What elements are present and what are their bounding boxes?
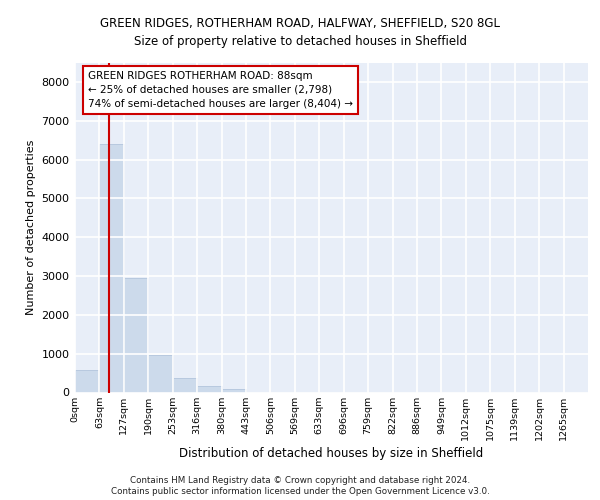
Text: Size of property relative to detached houses in Sheffield: Size of property relative to detached ho… [133,35,467,48]
Bar [100,144,124,392]
Bar [173,378,197,392]
Bar [148,355,173,393]
Text: Contains public sector information licensed under the Open Government Licence v3: Contains public sector information licen… [110,487,490,496]
X-axis label: Distribution of detached houses by size in Sheffield: Distribution of detached houses by size … [179,446,484,460]
Text: GREEN RIDGES ROTHERHAM ROAD: 88sqm
← 25% of detached houses are smaller (2,798)
: GREEN RIDGES ROTHERHAM ROAD: 88sqm ← 25%… [88,70,353,109]
Text: Contains HM Land Registry data © Crown copyright and database right 2024.: Contains HM Land Registry data © Crown c… [130,476,470,485]
Bar [197,386,221,392]
Y-axis label: Number of detached properties: Number of detached properties [26,140,36,315]
Bar [124,278,148,392]
Bar [75,370,100,392]
Text: GREEN RIDGES, ROTHERHAM ROAD, HALFWAY, SHEFFIELD, S20 8GL: GREEN RIDGES, ROTHERHAM ROAD, HALFWAY, S… [100,18,500,30]
Bar [221,389,246,392]
